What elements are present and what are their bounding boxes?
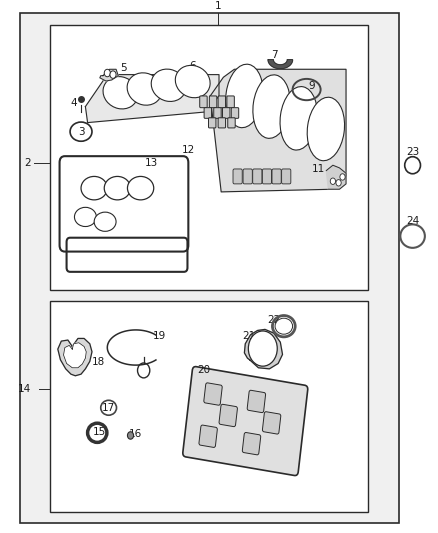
Polygon shape — [268, 60, 293, 69]
Text: 12: 12 — [182, 146, 195, 155]
Ellipse shape — [127, 176, 154, 200]
Polygon shape — [244, 329, 283, 369]
Text: 19: 19 — [153, 331, 166, 341]
Ellipse shape — [127, 73, 162, 105]
Text: 24: 24 — [406, 216, 419, 226]
Ellipse shape — [330, 178, 336, 184]
Ellipse shape — [110, 71, 116, 78]
Text: 4: 4 — [70, 99, 77, 108]
FancyBboxPatch shape — [218, 96, 226, 108]
Polygon shape — [58, 338, 92, 376]
Text: 5: 5 — [120, 63, 127, 73]
Polygon shape — [210, 69, 346, 192]
Text: 21: 21 — [242, 331, 255, 341]
Polygon shape — [100, 69, 118, 81]
Ellipse shape — [74, 207, 96, 227]
FancyBboxPatch shape — [282, 169, 291, 184]
Polygon shape — [85, 75, 219, 123]
Text: 3: 3 — [78, 127, 85, 137]
Text: 1: 1 — [215, 2, 222, 11]
FancyBboxPatch shape — [223, 108, 230, 118]
FancyBboxPatch shape — [209, 96, 217, 108]
Bar — [20, 13, 399, 523]
Text: 13: 13 — [145, 158, 158, 167]
FancyBboxPatch shape — [231, 108, 239, 118]
FancyBboxPatch shape — [242, 432, 261, 455]
Ellipse shape — [340, 174, 345, 180]
Polygon shape — [64, 343, 86, 368]
FancyBboxPatch shape — [243, 169, 252, 184]
Text: 9: 9 — [308, 82, 315, 91]
Text: 7: 7 — [271, 51, 278, 60]
Text: 20: 20 — [197, 366, 210, 375]
Text: 17: 17 — [102, 403, 115, 413]
FancyBboxPatch shape — [200, 96, 207, 108]
Ellipse shape — [103, 77, 138, 109]
Text: 2: 2 — [24, 158, 31, 167]
Polygon shape — [326, 165, 346, 189]
FancyBboxPatch shape — [262, 169, 272, 184]
Text: 6: 6 — [189, 61, 196, 71]
FancyBboxPatch shape — [199, 425, 217, 447]
Ellipse shape — [175, 66, 210, 98]
FancyBboxPatch shape — [183, 367, 308, 475]
FancyBboxPatch shape — [218, 118, 226, 128]
FancyBboxPatch shape — [204, 383, 222, 405]
FancyBboxPatch shape — [214, 108, 221, 118]
FancyBboxPatch shape — [228, 118, 235, 128]
FancyBboxPatch shape — [233, 169, 242, 184]
Ellipse shape — [104, 176, 131, 200]
Ellipse shape — [280, 86, 318, 150]
Ellipse shape — [81, 176, 107, 200]
Ellipse shape — [248, 331, 277, 366]
FancyBboxPatch shape — [247, 390, 265, 413]
Ellipse shape — [336, 180, 341, 186]
FancyBboxPatch shape — [208, 118, 216, 128]
FancyBboxPatch shape — [262, 411, 281, 434]
Bar — [50, 301, 368, 512]
Ellipse shape — [226, 64, 263, 128]
FancyBboxPatch shape — [219, 405, 237, 426]
Text: 16: 16 — [129, 430, 142, 439]
Ellipse shape — [275, 318, 293, 334]
Text: 11: 11 — [312, 165, 325, 174]
Text: 23: 23 — [406, 147, 419, 157]
Text: 18: 18 — [92, 358, 105, 367]
Ellipse shape — [307, 97, 345, 161]
Text: 22: 22 — [267, 315, 280, 325]
FancyBboxPatch shape — [227, 96, 234, 108]
Bar — [50, 25, 368, 290]
Ellipse shape — [253, 75, 290, 139]
Text: 8: 8 — [218, 99, 225, 109]
FancyBboxPatch shape — [204, 108, 212, 118]
Ellipse shape — [127, 432, 134, 439]
Text: 14: 14 — [18, 384, 31, 394]
FancyBboxPatch shape — [272, 169, 281, 184]
Ellipse shape — [151, 69, 186, 101]
Ellipse shape — [104, 69, 110, 77]
Ellipse shape — [94, 212, 116, 231]
Text: 10: 10 — [324, 122, 337, 132]
FancyBboxPatch shape — [253, 169, 262, 184]
Text: 15: 15 — [93, 427, 106, 437]
